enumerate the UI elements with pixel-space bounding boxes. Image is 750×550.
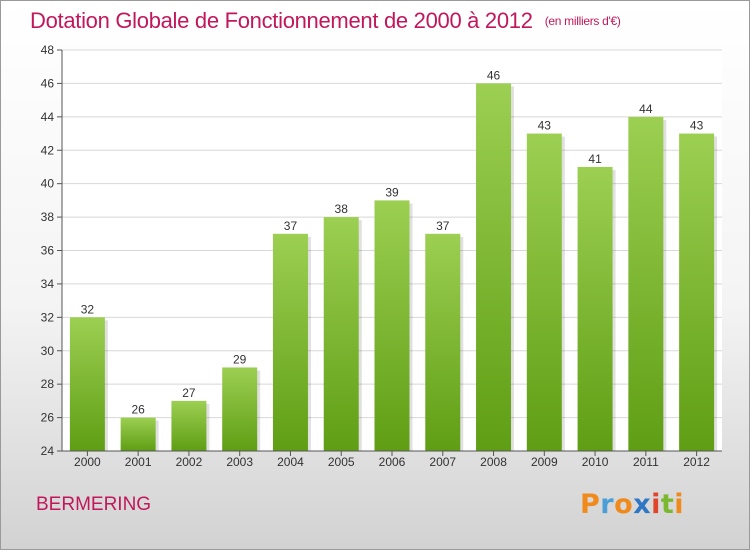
brand-letter: o	[614, 489, 634, 520]
bar	[69, 317, 105, 451]
data-label: 41	[588, 152, 602, 166]
data-label: 32	[81, 302, 95, 316]
chart-subtitle: (en milliers d'€)	[544, 14, 621, 28]
brand-letter: P	[580, 489, 601, 520]
bar	[577, 166, 613, 452]
data-label: 37	[436, 219, 450, 233]
y-tick-label: 46	[41, 76, 55, 90]
data-label: 44	[639, 102, 653, 116]
x-tick-label: 2007	[429, 455, 456, 469]
data-label: 43	[690, 119, 704, 133]
x-tick-label: 2012	[683, 455, 710, 469]
bar	[425, 233, 461, 451]
data-label: 43	[538, 119, 552, 133]
bar	[171, 400, 207, 451]
y-tick-label: 26	[41, 411, 55, 425]
x-tick-label: 2004	[277, 455, 304, 469]
x-tick-label: 2005	[328, 455, 355, 469]
chart-title: Dotation Globale de Fonctionnement de 20…	[30, 8, 621, 34]
place-name: BERMERING	[36, 494, 152, 515]
brand-letter: r	[600, 489, 615, 520]
bar	[526, 133, 562, 451]
x-tick-label: 2002	[176, 455, 203, 469]
brand-letter: x	[633, 489, 652, 520]
data-label: 38	[335, 202, 349, 216]
bar	[679, 133, 715, 451]
title-text: Dotation Globale de Fonctionnement de 20…	[30, 8, 533, 33]
bar	[476, 83, 512, 452]
data-label: 27	[182, 386, 196, 400]
x-tick-label: 2011	[633, 455, 659, 469]
y-tick-label: 40	[41, 177, 55, 191]
brand-letter: i	[651, 489, 661, 520]
data-label: 29	[233, 352, 247, 366]
y-tick-label: 32	[41, 310, 55, 324]
x-tick-label: 2006	[379, 455, 406, 469]
bar	[323, 217, 359, 451]
bar	[120, 417, 156, 451]
y-tick-label: 30	[41, 344, 55, 358]
data-label: 39	[385, 185, 399, 199]
y-tick-label: 48	[41, 43, 55, 57]
brand-letter: t	[660, 489, 675, 520]
y-tick-label: 38	[41, 210, 55, 224]
data-label: 46	[487, 68, 501, 82]
y-tick-label: 42	[41, 143, 55, 157]
bar	[272, 233, 308, 451]
x-tick-label: 2009	[531, 455, 558, 469]
data-label: 37	[284, 219, 298, 233]
x-tick-label: 2003	[226, 455, 253, 469]
brand-logo: Proxiti	[580, 489, 684, 520]
y-tick-label: 34	[41, 277, 55, 291]
bar	[628, 116, 664, 451]
bar	[222, 367, 258, 451]
y-tick-label: 44	[41, 110, 55, 124]
x-tick-label: 2008	[480, 455, 507, 469]
y-tick-label: 24	[41, 444, 55, 458]
x-tick-label: 2000	[74, 455, 101, 469]
brand-letter: i	[674, 489, 685, 520]
y-tick-label: 36	[41, 244, 55, 258]
x-tick-label: 2001	[125, 455, 152, 469]
x-tick-label: 2010	[582, 455, 609, 469]
data-label: 26	[131, 403, 145, 417]
y-tick-label: 28	[41, 377, 55, 391]
bar	[374, 200, 410, 451]
